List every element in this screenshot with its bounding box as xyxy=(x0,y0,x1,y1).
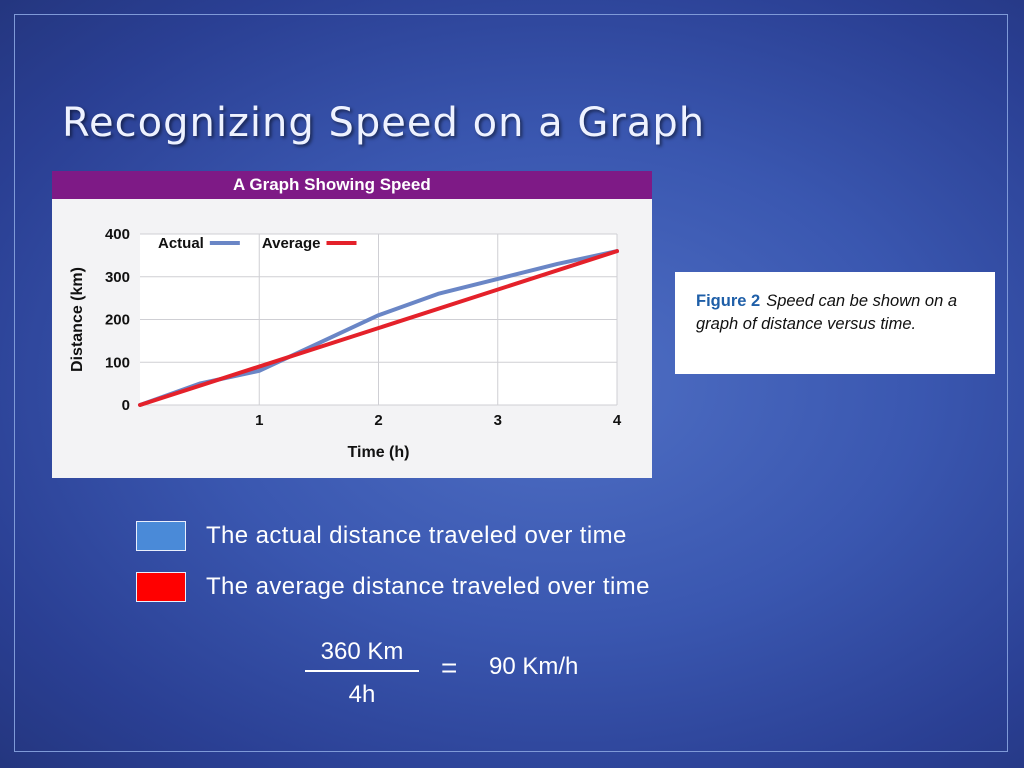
x-tick-label: 1 xyxy=(255,412,263,429)
x-axis-label: Time (h) xyxy=(348,444,410,461)
figure-label: Figure 2 xyxy=(696,292,761,310)
fraction-numerator: 360 Km xyxy=(305,638,419,672)
figure-caption: Figure 2 Speed can be shown on a graph of… xyxy=(675,272,995,374)
actual-color-swatch xyxy=(136,521,186,551)
x-tick-label: 4 xyxy=(613,412,622,429)
y-tick-label: 300 xyxy=(105,269,130,286)
speed-fraction: 360 Km 4h xyxy=(305,638,419,709)
y-tick-label: 200 xyxy=(105,312,130,329)
y-tick-label: 0 xyxy=(122,397,130,414)
legend-label-actual: Actual xyxy=(158,235,204,252)
y-tick-label: 100 xyxy=(105,354,130,371)
series-line-average xyxy=(138,249,619,407)
speed-result: 90 Km/h xyxy=(489,653,579,680)
slide-frame xyxy=(14,14,1008,752)
legend-row-average: The average distance traveled over time xyxy=(136,572,650,602)
chart-title: A Graph Showing Speed xyxy=(52,171,652,199)
average-color-swatch xyxy=(136,572,186,602)
speed-chart: A Graph Showing Speed 0 100 200 300 400 1 2 3 4 T… xyxy=(52,171,652,478)
slide-title: Recognizing Speed on a Graph xyxy=(62,100,706,146)
chart-plot: 0 100 200 300 400 1 2 3 4 Time (h) Distance (km) Ac… xyxy=(69,226,622,461)
equals-sign: = xyxy=(441,652,458,683)
figure-caption-text: Speed can be shown on a graph of distanc… xyxy=(696,292,958,333)
legend-row-actual: The actual distance traveled over time xyxy=(136,521,627,551)
legend-text-actual: The actual distance traveled over time xyxy=(206,522,627,549)
x-tick-label: 3 xyxy=(494,412,502,429)
legend-label-average: Average xyxy=(262,235,321,252)
fraction-denominator: 4h xyxy=(348,681,376,708)
legend-text-average: The average distance traveled over time xyxy=(206,573,650,600)
x-tick-label: 2 xyxy=(374,412,382,429)
y-axis-label: Distance (km) xyxy=(69,267,86,372)
y-tick-label: 400 xyxy=(105,226,130,243)
